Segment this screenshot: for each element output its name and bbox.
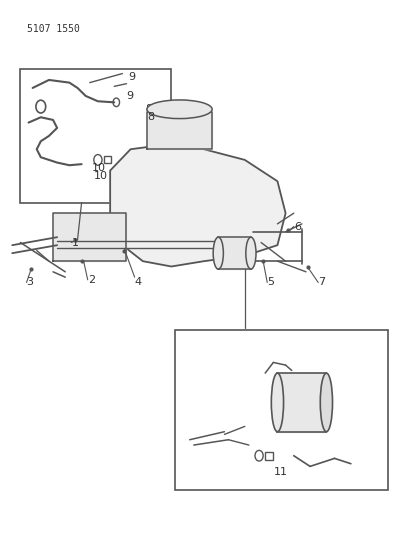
Ellipse shape [246,237,256,269]
Polygon shape [53,213,126,261]
Text: 2: 2 [88,275,95,285]
Text: 7: 7 [318,278,325,287]
Text: 4: 4 [135,278,142,287]
Ellipse shape [320,373,333,432]
Bar [104,156,111,163]
Text: 5107 1550: 5107 1550 [27,24,80,34]
Text: 1: 1 [71,238,78,247]
Text: 5: 5 [267,278,274,287]
Bar [265,452,273,460]
Polygon shape [147,112,212,149]
Polygon shape [277,373,326,432]
Ellipse shape [213,237,224,269]
Text: 10: 10 [92,163,106,173]
Ellipse shape [147,100,212,118]
Text: 9: 9 [129,72,135,82]
Polygon shape [218,237,251,269]
Text: 11: 11 [273,467,287,477]
Text: 6: 6 [294,222,301,231]
Bar [175,330,388,490]
Text: 10: 10 [94,171,108,181]
Text: 8: 8 [145,104,152,114]
Text: 9: 9 [126,91,133,101]
Text: 3: 3 [27,278,33,287]
Bar [20,69,171,203]
Polygon shape [110,144,286,266]
Text: 8: 8 [147,112,154,122]
Ellipse shape [271,373,284,432]
